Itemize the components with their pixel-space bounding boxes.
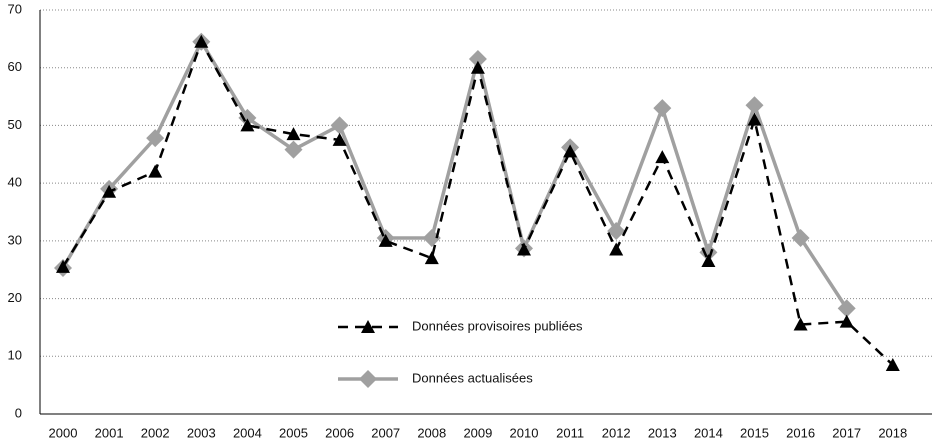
legend-label: Données actualisées — [412, 370, 533, 385]
x-tick-label: 2012 — [602, 425, 631, 440]
x-tick-label: 2014 — [694, 425, 723, 440]
legend-marker — [359, 370, 377, 388]
marker — [747, 112, 762, 126]
marker — [517, 242, 531, 256]
marker — [745, 96, 764, 115]
x-tick-label: 2011 — [556, 425, 584, 440]
marker — [791, 228, 810, 247]
y-tick-label: 70 — [8, 1, 22, 16]
x-tick-label: 2018 — [878, 425, 907, 440]
marker — [286, 127, 301, 141]
x-tick-label: 2003 — [187, 425, 216, 440]
x-tick-label: 2005 — [279, 425, 308, 440]
marker — [378, 233, 393, 247]
marker — [793, 317, 808, 331]
x-tick-label: 2013 — [648, 425, 677, 440]
x-tick-label: 2016 — [786, 425, 815, 440]
y-tick-label: 0 — [15, 405, 22, 420]
marker — [837, 299, 856, 318]
series-line — [61, 38, 894, 366]
y-tick-label: 20 — [8, 290, 22, 305]
marker — [885, 357, 900, 371]
marker — [238, 108, 257, 127]
legend-marker — [361, 320, 375, 333]
marker — [194, 34, 209, 48]
marker — [653, 99, 672, 118]
x-tick-label: 2007 — [371, 425, 400, 440]
marker — [332, 132, 347, 146]
y-tick-label: 50 — [8, 117, 22, 132]
marker — [284, 140, 303, 159]
marker — [422, 228, 441, 247]
series-line — [61, 38, 849, 310]
x-tick-label: 2009 — [463, 425, 492, 440]
x-tick-label: 2001 — [95, 425, 124, 440]
marker — [563, 144, 578, 158]
marker — [424, 251, 439, 265]
marker — [470, 60, 485, 74]
marker — [607, 222, 626, 241]
marker — [839, 314, 854, 328]
y-tick-label: 60 — [8, 59, 22, 74]
marker — [240, 118, 255, 132]
marker — [655, 150, 670, 164]
x-tick-label: 2000 — [49, 425, 78, 440]
x-tick-label: 2010 — [510, 425, 539, 440]
marker — [330, 116, 349, 135]
y-tick-label: 40 — [8, 175, 22, 190]
marker — [701, 254, 716, 268]
marker — [56, 259, 70, 273]
marker — [146, 129, 165, 148]
marker — [468, 50, 487, 69]
x-tick-label: 2004 — [233, 425, 262, 440]
x-tick-label: 2008 — [417, 425, 446, 440]
x-tick-label: 2017 — [832, 425, 861, 440]
marker — [102, 184, 117, 198]
x-tick-label: 2006 — [325, 425, 354, 440]
x-tick-label: 2002 — [141, 425, 170, 440]
y-tick-label: 10 — [8, 348, 22, 363]
x-tick-label: 2015 — [740, 425, 769, 440]
y-tick-label: 30 — [8, 232, 22, 247]
marker — [609, 242, 624, 256]
legend-label: Données provisoires publiées — [412, 318, 583, 333]
marker — [148, 164, 163, 178]
